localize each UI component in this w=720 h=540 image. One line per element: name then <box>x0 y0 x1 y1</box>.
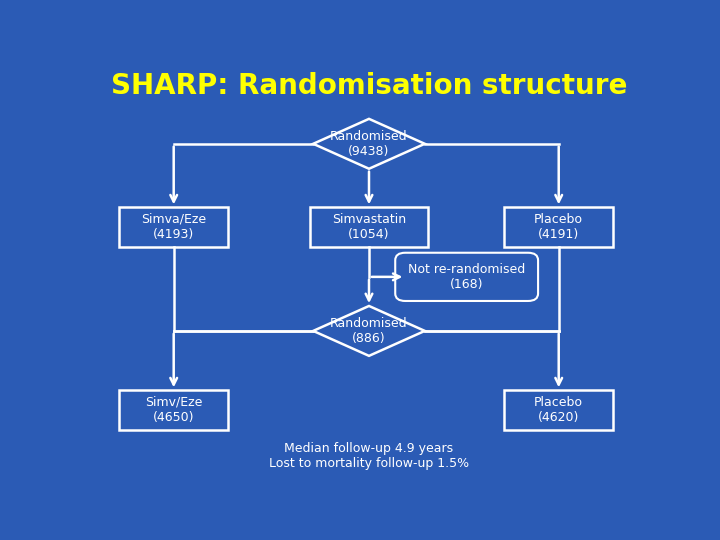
Text: Randomised
(886): Randomised (886) <box>330 317 408 345</box>
Text: Not re-randomised
(168): Not re-randomised (168) <box>408 263 526 291</box>
Text: Placebo
(4620): Placebo (4620) <box>534 396 583 424</box>
FancyBboxPatch shape <box>504 390 613 430</box>
Polygon shape <box>313 119 425 168</box>
FancyBboxPatch shape <box>120 390 228 430</box>
FancyBboxPatch shape <box>120 207 228 247</box>
FancyBboxPatch shape <box>395 253 538 301</box>
FancyBboxPatch shape <box>310 207 428 247</box>
Text: Randomised
(9438): Randomised (9438) <box>330 130 408 158</box>
Text: Median follow-up 4.9 years
Lost to mortality follow-up 1.5%: Median follow-up 4.9 years Lost to morta… <box>269 442 469 470</box>
Text: Simvastatin
(1054): Simvastatin (1054) <box>332 213 406 241</box>
Text: Simv/Eze
(4650): Simv/Eze (4650) <box>145 396 202 424</box>
FancyBboxPatch shape <box>504 207 613 247</box>
Polygon shape <box>313 306 425 356</box>
Text: Placebo
(4191): Placebo (4191) <box>534 213 583 241</box>
Text: Simva/Eze
(4193): Simva/Eze (4193) <box>141 213 206 241</box>
Text: SHARP: Randomisation structure: SHARP: Randomisation structure <box>111 72 627 99</box>
